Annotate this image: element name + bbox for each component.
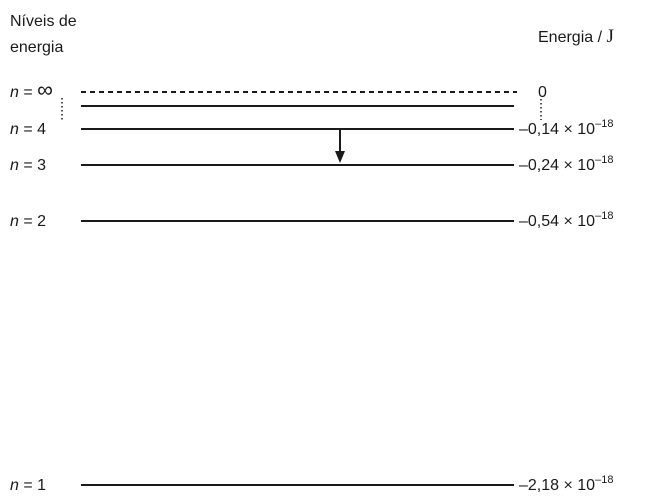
level-3: n = 3 –0,24 × 10–18 <box>10 154 613 174</box>
energy-header-unit: J <box>606 26 613 47</box>
level-2-energy: –0,54 × 10–18 <box>519 210 613 230</box>
transition-arrow <box>335 130 345 163</box>
energy-header: Energia / J <box>538 26 614 47</box>
level-infinity-label: n = ∞ <box>10 77 53 102</box>
level-infinity-energy: 0 <box>538 84 547 101</box>
energy-header-label: Energia / <box>538 29 606 46</box>
levels-header-line2: energia <box>10 39 63 56</box>
level-4: n = 4 –0,14 × 10–18 <box>10 118 613 138</box>
level-1-label: n = 1 <box>10 477 46 494</box>
level-2: n = 2 –0,54 × 10–18 <box>10 210 613 230</box>
level-3-energy: –0,24 × 10–18 <box>519 154 613 174</box>
level-3-label: n = 3 <box>10 157 46 174</box>
level-4-label: n = 4 <box>10 121 46 138</box>
level-1-energy: –2,18 × 10–18 <box>519 474 613 494</box>
levels-header-line1: Níveis de <box>10 13 77 30</box>
level-4-energy: –0,14 × 10–18 <box>519 118 613 138</box>
level-1: n = 1 –2,18 × 10–18 <box>10 474 613 494</box>
level-infinity: n = ∞ 0 <box>10 77 547 102</box>
level-2-label: n = 2 <box>10 213 46 230</box>
transition-arrow-head <box>335 151 345 163</box>
